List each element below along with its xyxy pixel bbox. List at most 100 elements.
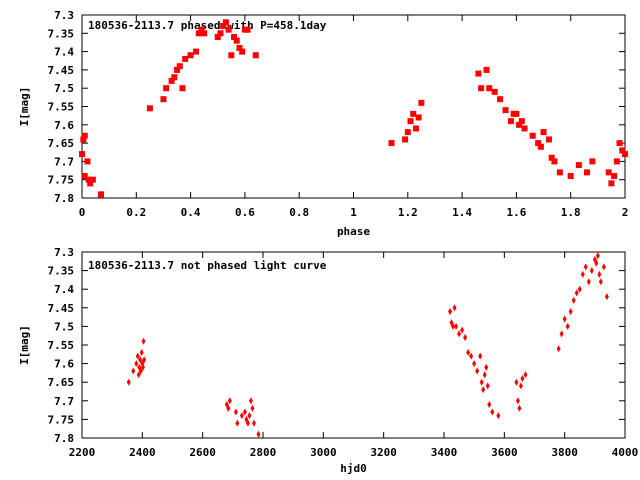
x-tick-label: 3200 <box>370 446 397 459</box>
data-point <box>521 125 528 132</box>
data-point <box>507 118 514 125</box>
x-tick-label: 0 <box>79 206 86 219</box>
data-point <box>520 374 525 382</box>
data-point <box>540 129 547 136</box>
y-tick-label: 7.5 <box>54 320 74 333</box>
data-point <box>410 110 417 117</box>
x-tick-label: 1 <box>350 206 357 219</box>
data-point <box>174 66 181 73</box>
x-tick-label: 2800 <box>250 446 277 459</box>
data-point <box>227 397 232 405</box>
data-point <box>481 386 486 394</box>
data-point <box>485 382 490 390</box>
data-point <box>571 296 576 304</box>
data-point <box>535 140 542 147</box>
data-point <box>146 105 153 112</box>
x-tick-label: 1.4 <box>452 206 472 219</box>
data-point <box>595 252 600 260</box>
data-point <box>81 173 88 180</box>
data-point <box>231 33 238 40</box>
data-point <box>214 33 221 40</box>
data-point <box>497 96 504 103</box>
data-point <box>580 270 585 278</box>
data-point <box>235 419 240 427</box>
data-point <box>559 330 564 338</box>
y-tick-label: 7.55 <box>48 339 75 352</box>
x-tick-label: 0.6 <box>235 206 255 219</box>
data-point <box>469 352 474 360</box>
y-tick-label: 7.8 <box>54 192 74 205</box>
data-point <box>171 74 178 81</box>
data-point <box>594 259 599 267</box>
y-tick-label: 7.3 <box>54 246 74 259</box>
data-point <box>463 334 468 342</box>
data-point <box>239 412 244 420</box>
data-point <box>198 26 205 33</box>
data-point <box>475 70 482 77</box>
data-point <box>562 315 567 323</box>
x-tick-label: 0.8 <box>289 206 309 219</box>
data-point <box>193 48 200 55</box>
y-tick-label: 7.45 <box>48 64 75 77</box>
data-point <box>589 158 596 165</box>
plot-frame <box>81 251 626 439</box>
x-tick-label: 1.2 <box>398 206 418 219</box>
data-point <box>176 63 183 70</box>
data-point <box>556 345 561 353</box>
x-tick-label: 0.4 <box>181 206 201 219</box>
data-point <box>479 378 484 386</box>
chart-title: 180536-2113.7 not phased light curve <box>88 259 327 272</box>
data-point <box>89 176 96 183</box>
data-point <box>418 99 425 106</box>
chart-title: 180536-2113.7 phased with P=458.1day <box>88 19 327 32</box>
data-point <box>388 140 395 147</box>
data-point <box>577 285 582 293</box>
y-tick-label: 7.35 <box>48 27 75 40</box>
data-point <box>486 85 493 92</box>
data-point <box>225 26 232 33</box>
x-tick-label: 3800 <box>551 446 578 459</box>
y-tick-label: 7.7 <box>54 395 74 408</box>
data-point <box>613 158 620 165</box>
data-point <box>160 96 167 103</box>
data-point <box>529 132 536 139</box>
data-point <box>475 367 480 375</box>
data-point <box>575 162 582 169</box>
data-point <box>139 348 144 356</box>
data-point <box>502 107 509 114</box>
data-point <box>565 322 570 330</box>
plot-frame <box>81 14 626 199</box>
data-point <box>140 363 145 371</box>
data-point <box>551 158 558 165</box>
data-point <box>496 412 501 420</box>
data-point <box>451 322 456 330</box>
data-point <box>568 308 573 316</box>
data-point <box>491 88 498 95</box>
y-tick-label: 7.6 <box>54 119 74 132</box>
data-point <box>182 55 189 62</box>
data-point <box>537 143 544 150</box>
data-point <box>87 180 94 187</box>
data-point <box>136 371 141 379</box>
data-point <box>622 151 628 158</box>
data-point <box>598 278 603 286</box>
data-point <box>138 367 143 375</box>
data-point <box>247 412 252 420</box>
data-point <box>583 263 588 271</box>
data-point <box>586 278 591 286</box>
x-tick-label: 0.2 <box>126 206 146 219</box>
data-point <box>517 404 522 412</box>
data-point <box>523 371 528 379</box>
data-point <box>452 304 457 312</box>
data-point <box>483 66 490 73</box>
data-point <box>251 419 256 427</box>
data-point <box>611 173 618 180</box>
data-point <box>248 397 253 405</box>
data-point <box>619 147 626 154</box>
data-point <box>179 85 186 92</box>
data-point <box>466 348 471 356</box>
data-point <box>605 169 612 176</box>
data-point <box>490 408 495 416</box>
data-point <box>567 173 574 180</box>
data-point <box>134 360 139 368</box>
